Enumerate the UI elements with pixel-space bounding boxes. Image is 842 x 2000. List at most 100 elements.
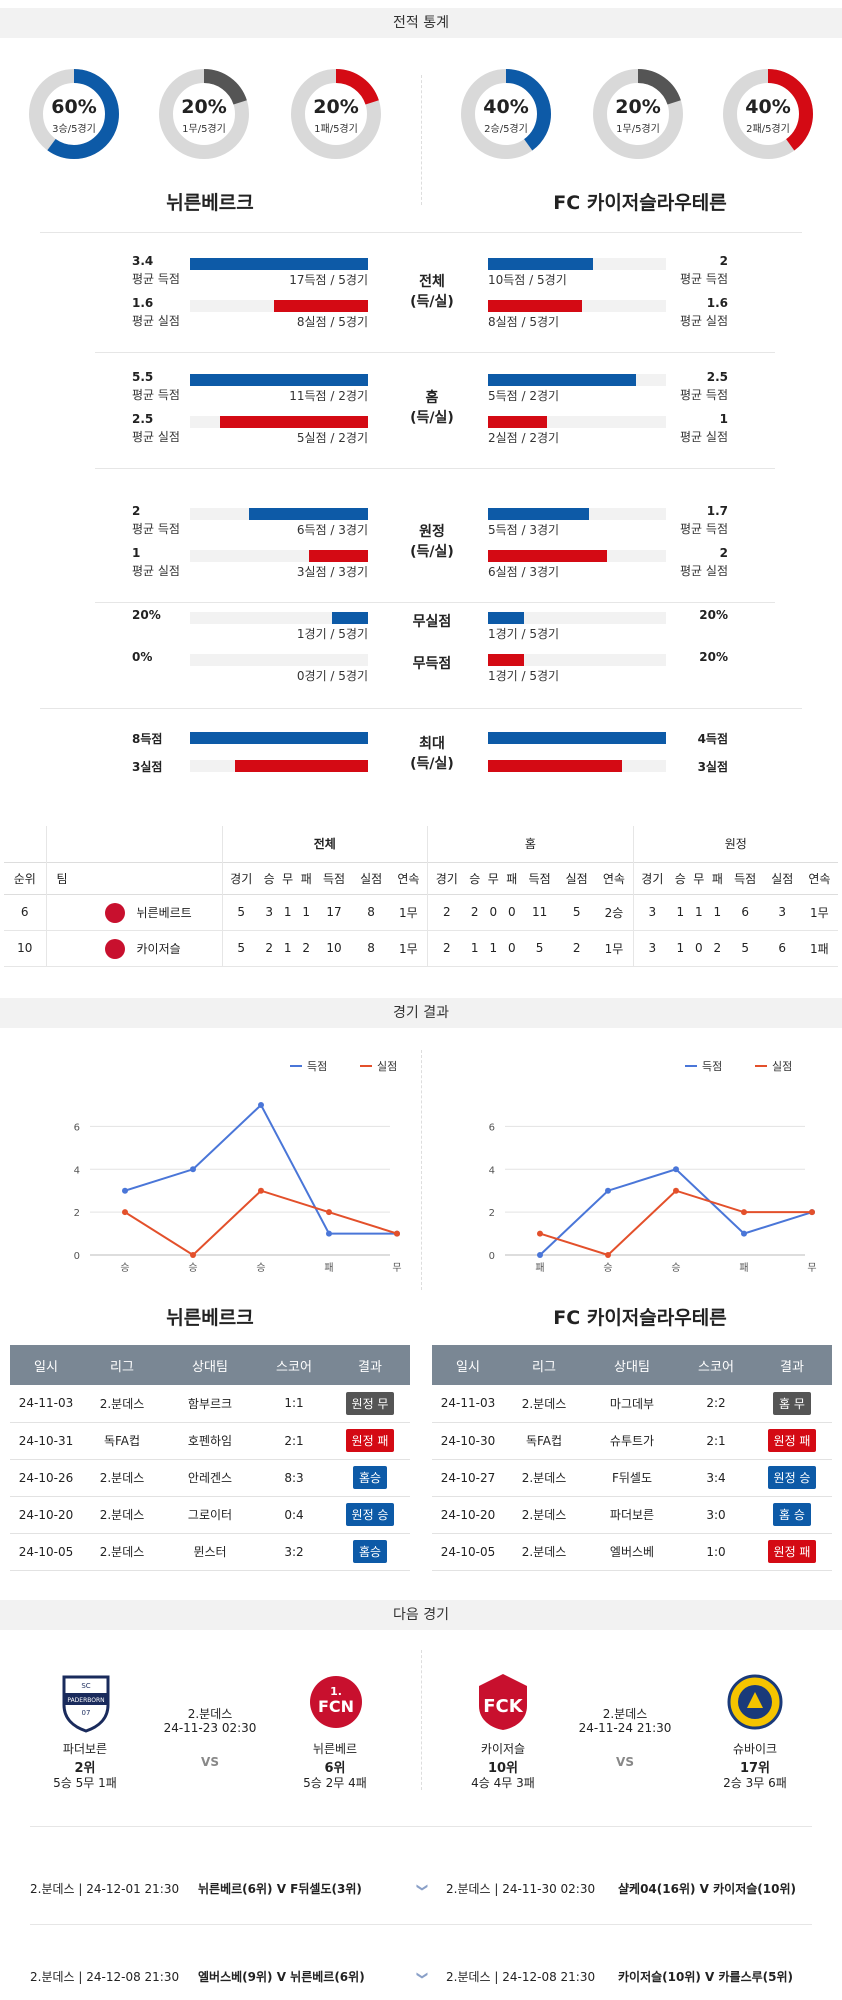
away-bar-caption: 8실점 / 5경기 [488, 315, 560, 329]
divider [421, 1050, 422, 1290]
donut-caption: 2승/5경기 [484, 124, 528, 135]
col-header: 패 [506, 871, 518, 886]
fixture-right-teams[interactable]: 샬케04(16위) V 카이저슬(10위) [618, 1882, 796, 1896]
result-row[interactable]: 24-10-05 2.분데스 엘버스베 1:0 원정 패 [432, 1533, 832, 1571]
stat-cell: 1 [489, 941, 498, 955]
y-tick-label: 6 [489, 1122, 495, 1133]
home-bar-track [190, 612, 368, 624]
result-league: 2.분데스 [82, 1459, 162, 1497]
home-stat-value: 1 [132, 546, 141, 560]
home-stat-value: 3.4 [132, 254, 154, 268]
away-stat-label: 평균 득점 [680, 272, 728, 286]
y-tick-label: 2 [74, 1208, 80, 1219]
home-team-name: 뉘른베르크 [166, 192, 254, 214]
donut-percent: 60% [51, 96, 97, 118]
away-stat-label: 평균 득점 [680, 522, 728, 536]
result-date: 24-10-30 [432, 1422, 504, 1460]
result-row[interactable]: 24-10-20 2.분데스 그로이터 0:4 원정 승 [10, 1496, 410, 1534]
away-bar-fill [488, 416, 547, 428]
y-tick-label: 4 [74, 1165, 80, 1176]
results-header: 상대팀 [584, 1345, 680, 1385]
away-stat-label: 평균 실점 [680, 314, 728, 328]
result-row[interactable]: 24-10-26 2.분데스 안레겐스 8:3 홈승 [10, 1459, 410, 1497]
home-bar-caption: 6득점 / 3경기 [296, 523, 368, 537]
away-bar-track [488, 508, 666, 520]
result-opp: F뒤셀도 [584, 1459, 680, 1497]
section-header-next: 다음 경기 [0, 1600, 842, 1630]
result-row[interactable]: 24-11-03 2.분데스 마그데부 2:2 홈 무 [432, 1385, 832, 1423]
result-opp: 마그데부 [584, 1385, 680, 1423]
donut-caption: 1무/5경기 [616, 124, 660, 135]
away-stat-value: 2.5 [706, 370, 728, 384]
result-opp: 함부르크 [162, 1385, 258, 1423]
home-bar-caption: 8실점 / 5경기 [296, 315, 368, 329]
rank-cell: 6 [4, 894, 47, 930]
svg-text:SC: SC [81, 1682, 90, 1690]
result-row[interactable]: 24-10-27 2.분데스 F뒤셀도 3:4 원정 승 [432, 1459, 832, 1497]
donut-stat: 20% 1패/5경기 [290, 68, 382, 160]
series-point [122, 1187, 128, 1194]
col-header: 득점 [322, 871, 346, 886]
result-opp: 슈투트가 [584, 1422, 680, 1460]
max-sublabel: (득/실) [410, 756, 454, 772]
home-bar-track [190, 416, 368, 428]
x-tick-label: 패 [739, 1262, 748, 1274]
result-date: 24-10-05 [432, 1533, 504, 1571]
home-stat-value: 1.6 [132, 296, 154, 310]
result-row[interactable]: 24-10-30 독FA컵 슈투트가 2:1 원정 패 [432, 1422, 832, 1460]
stat-cell: 1무 [595, 930, 634, 966]
stat-cell: 1무 [810, 905, 829, 920]
next-right-vs: VS [616, 1755, 634, 1769]
result-row[interactable]: 24-10-31 독FA컵 호펜하임 2:1 원정 패 [10, 1422, 410, 1460]
svg-text:PADERBORN: PADERBORN [67, 1697, 104, 1704]
stat-cell: 2 [442, 905, 451, 919]
away-stat-label: 평균 실점 [680, 564, 728, 578]
home-stat-label: 평균 실점 [132, 314, 180, 328]
home-bar-caption: 17득점 / 5경기 [289, 273, 368, 287]
away-team-name: FC 카이저슬라우테른 [553, 192, 727, 214]
result-badge: 홈승 [352, 1540, 388, 1563]
fixture-right-teams[interactable]: 카이저슬(10위) V 카를스루(5위) [618, 1970, 794, 1984]
away-bar-track [488, 550, 666, 562]
away-bar-caption: 6실점 / 3경기 [488, 565, 560, 579]
series-point [537, 1230, 543, 1237]
series-point [190, 1166, 196, 1173]
stat-group-label: 원정 [419, 524, 445, 540]
stat-cell: 1무 [389, 930, 429, 966]
section-header-stats: 전적 통계 [0, 8, 842, 38]
home-max-value: 3실점 [132, 760, 163, 774]
standings-row[interactable]: 10 카이저슬 5 2 1 2 10 8 1무 2 1 1 0 5 2 1무 3 1 0 2 5 6 1패 [4, 930, 838, 966]
stat-cell: 8 [367, 941, 375, 955]
donut-percent: 40% [745, 96, 791, 118]
donut-caption: 2패/5경기 [746, 124, 790, 135]
fixture-left-teams[interactable]: 뉘른베르(6위) V F뒤셀도(3위) [198, 1882, 362, 1896]
chevron-down-icon[interactable]: ❯ [416, 1970, 430, 1981]
donut-percent: 40% [483, 96, 529, 118]
result-row[interactable]: 24-10-20 2.분데스 파더보른 3:0 홈 승 [432, 1496, 832, 1534]
away-stat-value: 20% [699, 608, 728, 622]
col-header: 경기 [435, 871, 458, 886]
result-badge: 원정 패 [767, 1429, 817, 1452]
home-max-track [190, 732, 368, 744]
away-results-chart: 득점 실점 0 2 4 6 패 승 승 패 무 [489, 1060, 817, 1274]
kaiserslautern-crest-icon [104, 938, 125, 959]
home-stat-label: 평균 실점 [132, 430, 180, 444]
standings-row[interactable]: 6 뉘른베르트 5 3 1 1 17 8 1무 2 2 0 0 11 5 2승 3 1 1 1 6 3 1무 [4, 894, 838, 930]
result-cell: 원정 패 [752, 1422, 832, 1460]
fixture-left-teams[interactable]: 엘버스베(9위) V 뉘른베르(6위) [198, 1970, 365, 1984]
result-cell: 원정 승 [330, 1496, 410, 1534]
series-point [741, 1209, 747, 1216]
results-header: 일시 [432, 1345, 504, 1385]
donut-caption: 1패/5경기 [314, 124, 358, 135]
home-team-name-results: 뉘른베르크 [166, 1307, 254, 1329]
paderborn-crest-icon: SC PADERBORN 07 [58, 1673, 114, 1733]
stat-cell: 17 [326, 905, 342, 919]
col-header: 연속 [808, 871, 831, 886]
col-header: 연속 [595, 862, 634, 894]
chevron-down-icon[interactable]: ❯ [416, 1882, 430, 1893]
result-row[interactable]: 24-10-05 2.분데스 뮌스터 3:2 홈승 [10, 1533, 410, 1571]
y-tick-label: 0 [489, 1251, 495, 1262]
result-row[interactable]: 24-11-03 2.분데스 함부르크 1:1 원정 무 [10, 1385, 410, 1423]
results-header: 스코어 [680, 1345, 752, 1385]
result-date: 24-10-20 [432, 1496, 504, 1534]
